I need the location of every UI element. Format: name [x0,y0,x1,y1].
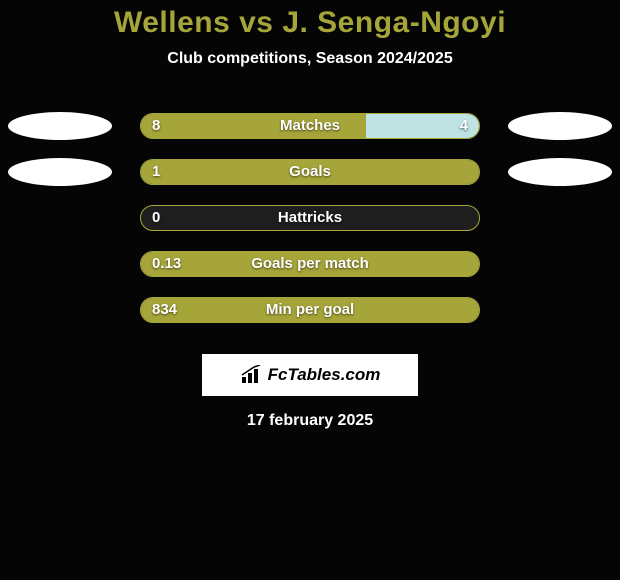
bar-fill-left [141,298,479,322]
bar-fill-left [141,114,366,138]
bar-fill-left [141,160,479,184]
bar-chart-icon [240,365,264,385]
player-marker-left [8,112,112,140]
player-marker-right [508,112,612,140]
stat-row: Goals per match0.13 [0,242,620,288]
logo-text: FcTables.com [268,365,381,385]
player-marker-right [508,158,612,186]
bar-fill-right [366,114,479,138]
stat-bar [140,159,480,185]
player-marker-left [8,158,112,186]
stat-rows: Matches84Goals1Hattricks0Goals per match… [0,104,620,334]
subtitle: Club competitions, Season 2024/2025 [0,50,620,68]
stat-row: Hattricks0 [0,196,620,242]
logo-box: FcTables.com [202,354,418,396]
date-text: 17 february 2025 [0,412,620,430]
stat-bar [140,251,480,277]
page-title: Wellens vs J. Senga-Ngoyi [0,0,620,40]
stat-row: Matches84 [0,104,620,150]
stat-bar [140,113,480,139]
stat-bar [140,297,480,323]
stat-row: Goals1 [0,150,620,196]
comparison-infographic: Wellens vs J. Senga-Ngoyi Club competiti… [0,0,620,580]
bar-fill-left [141,252,479,276]
stat-bar [140,205,480,231]
stat-row: Min per goal834 [0,288,620,334]
